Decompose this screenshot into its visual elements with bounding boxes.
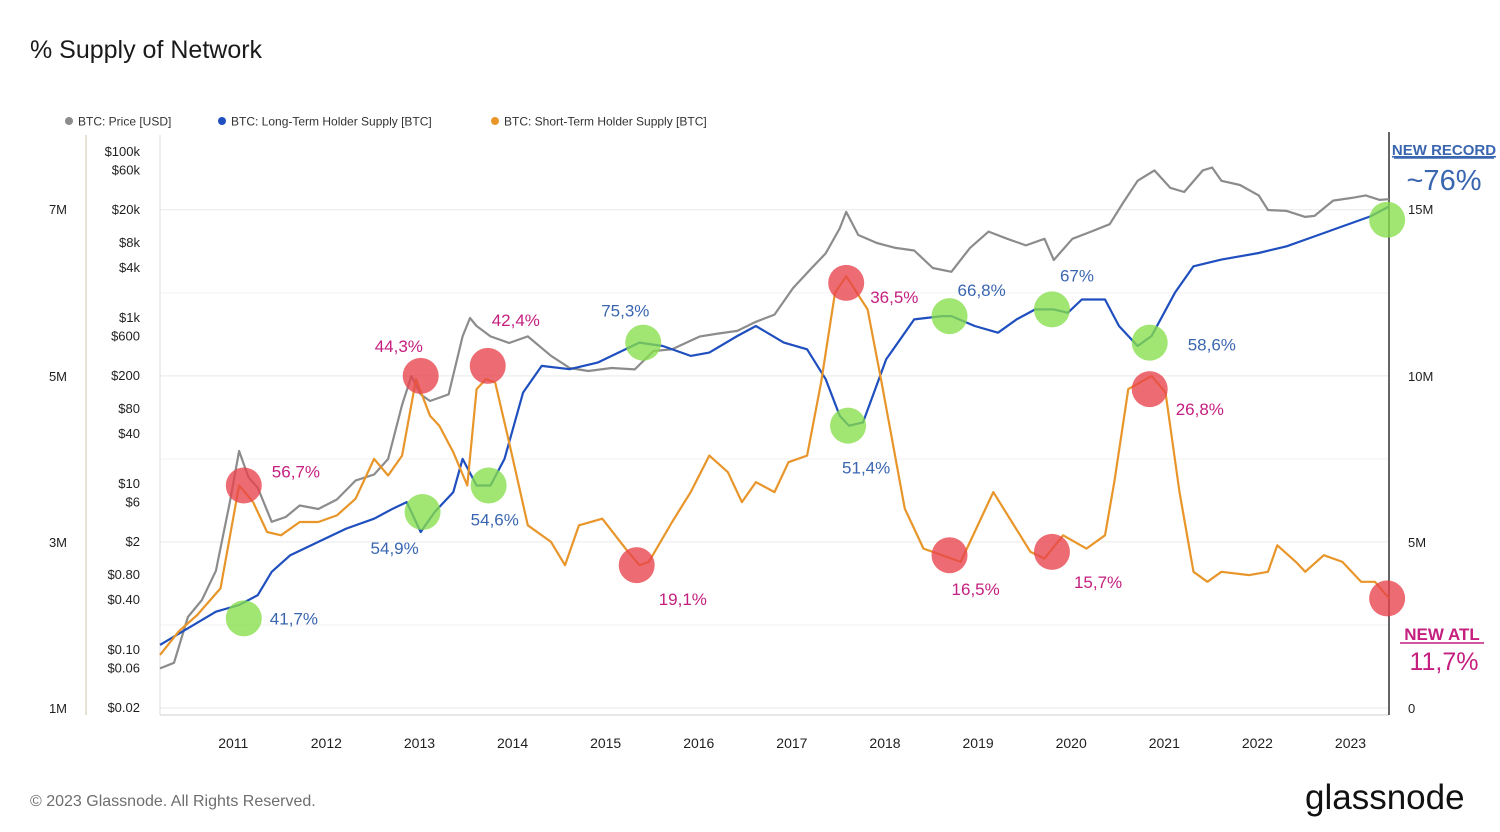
x-tick: 2017	[776, 735, 807, 751]
new-record-value: ~76%	[1407, 165, 1482, 197]
footer-copyright: © 2023 Glassnode. All Rights Reserved.	[30, 793, 316, 810]
sth-extreme-marker	[618, 547, 655, 584]
y-price-tick: $0.06	[107, 660, 140, 675]
x-tick: 2021	[1149, 735, 1180, 751]
x-tick: 2018	[869, 735, 900, 751]
y-left-supply-tick: 1M	[49, 701, 67, 716]
page-title: % Supply of Network	[30, 36, 263, 64]
annotation-label: 56,7%	[272, 462, 320, 481]
annotation-label: 54,9%	[371, 539, 419, 558]
markers	[225, 201, 1406, 637]
legend-label: BTC: Short-Term Holder Supply [BTC]	[504, 115, 707, 129]
y-right-tick: 0	[1408, 701, 1415, 716]
lth-extreme-marker	[470, 467, 507, 504]
annotation-label: 51,4%	[842, 459, 890, 478]
price-line	[159, 166, 1390, 670]
x-tick: 2012	[311, 735, 342, 751]
y-price-tick: $6	[126, 494, 140, 509]
y-left-supply-tick: 5M	[49, 369, 67, 384]
y-price-tick: $2	[126, 534, 140, 549]
x-tick: 2020	[1056, 735, 1087, 751]
lth-extreme-marker	[404, 494, 441, 531]
annotation-label: 15,7%	[1074, 573, 1122, 592]
annotation-label: 54,6%	[471, 510, 519, 529]
x-tick: 2014	[497, 735, 528, 751]
axes: 7M 5M 3M 1M $100k $60k $20k $8k $4k $1k $600 $200 $8…	[49, 132, 1433, 751]
legend-label: BTC: Price [USD]	[78, 115, 171, 129]
brand-logo: glassnode	[1305, 778, 1465, 817]
annotation-label: 41,7%	[270, 609, 318, 628]
annotation-label: 26,8%	[1176, 400, 1224, 419]
new-atl-value: 11,7%	[1409, 648, 1478, 676]
y-price-tick: $20k	[112, 202, 141, 217]
legend-dot	[218, 117, 226, 125]
sth-extreme-marker	[402, 357, 439, 394]
x-tick: 2013	[404, 735, 435, 751]
legend-label: BTC: Long-Term Holder Supply [BTC]	[231, 115, 432, 129]
y-price-tick: $40	[118, 426, 140, 441]
sth-extreme-marker	[828, 264, 865, 301]
new-atl-title: NEW ATL	[1404, 625, 1480, 644]
y-price-tick: $0.40	[107, 592, 140, 607]
y-price-tick: $4k	[119, 260, 140, 275]
x-tick: 2019	[963, 735, 994, 751]
sth-extreme-marker	[931, 537, 968, 574]
sth-extreme-marker	[225, 467, 262, 504]
y-price-tick: $10	[118, 476, 140, 491]
lth-extreme-marker	[1369, 201, 1406, 238]
x-tick: 2023	[1335, 735, 1366, 751]
y-price-tick: $60k	[112, 162, 141, 177]
sth-extreme-marker	[1369, 580, 1406, 617]
annotation-label: 44,3%	[375, 337, 423, 356]
grid	[160, 209, 1389, 709]
lth-extreme-marker	[625, 324, 662, 361]
legend: BTC: Price [USD] BTC: Long-Term Holder Su…	[65, 115, 707, 129]
lth-extreme-marker	[225, 600, 262, 637]
y-right-tick: 5M	[1408, 535, 1426, 550]
y-left-supply-tick: 3M	[49, 535, 67, 550]
y-price-tick: $0.10	[107, 642, 140, 657]
annotation-label: 19,1%	[659, 590, 707, 609]
sth-supply-line	[159, 275, 1390, 656]
y-price-tick: $80	[118, 401, 140, 416]
y-price-tick: $8k	[119, 235, 140, 250]
y-right-tick: 10M	[1408, 369, 1433, 384]
y-price-tick: $0.80	[107, 567, 140, 582]
x-tick: 2015	[590, 735, 621, 751]
x-tick: 2022	[1242, 735, 1273, 751]
lth-extreme-marker	[1131, 324, 1168, 361]
y-price-tick: $0.02	[107, 700, 140, 715]
lth-extreme-marker	[830, 407, 867, 444]
y-price-tick: $1k	[119, 310, 140, 325]
annotation-label: 16,5%	[952, 580, 1000, 599]
y-left-supply-tick: 7M	[49, 202, 67, 217]
y-price-tick: $200	[111, 368, 140, 383]
lth-extreme-marker	[931, 298, 968, 335]
callouts: NEW RECORD ~76% NEW ATL 11,7%	[1392, 142, 1496, 676]
legend-dot	[491, 117, 499, 125]
y-right-tick: 15M	[1408, 202, 1433, 217]
sth-extreme-marker	[1131, 371, 1168, 408]
x-tick: 2016	[683, 735, 714, 751]
y-price-tick: $600	[111, 328, 140, 343]
annotation-label: 58,6%	[1188, 336, 1236, 355]
y-price-tick: $100k	[105, 144, 141, 159]
sth-extreme-marker	[1033, 533, 1070, 570]
annotation-label: 66,8%	[958, 281, 1006, 300]
annotation-label: 75,3%	[601, 302, 649, 321]
sth-extreme-marker	[469, 347, 506, 384]
legend-dot	[65, 117, 73, 125]
lth-extreme-marker	[1033, 291, 1070, 328]
annotation-label: 42,4%	[492, 311, 540, 330]
annotation-label: 36,5%	[870, 288, 918, 307]
annotation-label: 67%	[1060, 266, 1094, 285]
annotation-labels: 56,7% 44,3% 42,4% 19,1% 36,5% 16,5% 15,7% 26,8%…	[270, 266, 1236, 628]
x-tick: 2011	[218, 735, 248, 751]
new-record-title: NEW RECORD	[1392, 142, 1496, 159]
